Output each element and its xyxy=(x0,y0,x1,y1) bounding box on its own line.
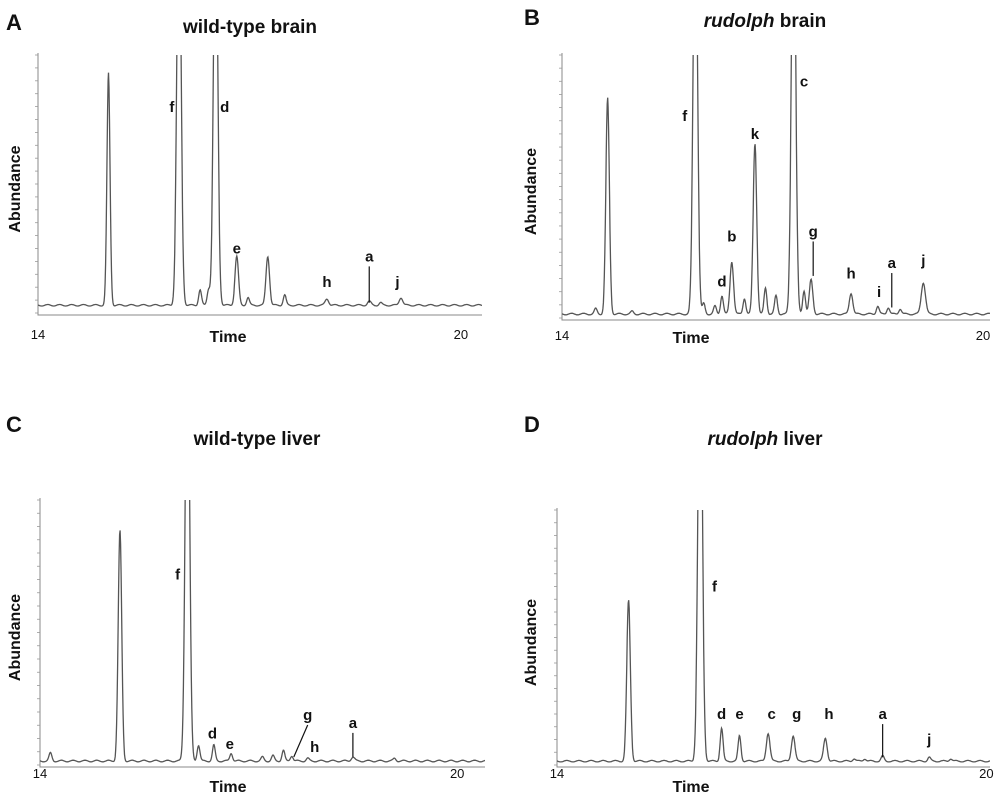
panel-letter-c: C xyxy=(6,412,22,437)
peak-label-g: g xyxy=(792,706,801,723)
peak-label-f: f xyxy=(682,108,688,125)
peak-label-j: j xyxy=(394,274,399,291)
peak-label-a: a xyxy=(349,715,358,732)
axis-frame xyxy=(39,498,485,768)
x-tick-label: 20 xyxy=(979,766,993,781)
peak-label-c: c xyxy=(800,74,808,91)
peak-leader-line xyxy=(293,724,309,758)
panel-title: wild-type liver xyxy=(193,429,321,450)
x-axis-label: Time xyxy=(209,779,246,796)
peak-label-g: g xyxy=(303,707,312,724)
peak-label-d: d xyxy=(208,726,217,743)
peak-label-d: d xyxy=(717,273,726,290)
y-axis-label: Abundance xyxy=(523,148,540,235)
peak-label-g: g xyxy=(809,223,818,240)
peak-label-k: k xyxy=(751,126,760,143)
axis-frame xyxy=(561,53,990,321)
y-axis-label: Abundance xyxy=(7,145,24,232)
panel-letter-d: D xyxy=(524,412,540,437)
panel-title: rudolph liver xyxy=(707,429,823,450)
panel-title: wild-type brain xyxy=(182,17,317,38)
panel-title: rudolph brain xyxy=(704,11,826,32)
peak-label-h: h xyxy=(846,266,855,283)
peak-label-f: f xyxy=(169,99,175,116)
x-axis-label: Time xyxy=(672,330,709,347)
peak-label-e: e xyxy=(233,241,241,258)
x-axis-label: Time xyxy=(209,329,246,346)
peak-label-a: a xyxy=(365,248,374,265)
chromatogram-trace xyxy=(562,55,990,316)
x-axis-label: Time xyxy=(672,779,709,796)
axis-frame xyxy=(556,508,990,768)
peak-label-c: c xyxy=(768,706,776,723)
axis-frame xyxy=(37,53,482,316)
peak-label-f: f xyxy=(712,579,718,596)
chromatogram-trace xyxy=(557,510,990,763)
x-tick-label: 14 xyxy=(555,328,569,343)
peak-label-e: e xyxy=(735,706,743,723)
peak-label-h: h xyxy=(322,274,331,291)
peak-label-f: f xyxy=(175,567,181,584)
chromatogram-trace xyxy=(38,55,482,307)
peak-label-b: b xyxy=(727,229,736,246)
peak-label-d: d xyxy=(220,99,229,116)
peak-label-h: h xyxy=(310,739,319,756)
panel-letter-a: A xyxy=(6,10,22,35)
x-tick-label: 14 xyxy=(31,327,45,342)
y-axis-label: Abundance xyxy=(523,599,540,686)
peak-label-a: a xyxy=(888,255,897,272)
peak-label-j: j xyxy=(920,252,925,269)
peak-label-h: h xyxy=(824,706,833,723)
peak-label-d: d xyxy=(717,706,726,723)
x-tick-label: 14 xyxy=(550,766,564,781)
x-tick-label: 20 xyxy=(450,766,464,781)
y-axis-label: Abundance xyxy=(7,594,24,681)
x-tick-label: 20 xyxy=(976,328,990,343)
peak-label-i: i xyxy=(877,284,881,301)
peak-label-j: j xyxy=(926,732,931,749)
panel-letter-b: B xyxy=(524,5,540,30)
x-tick-label: 20 xyxy=(454,327,468,342)
chromatogram-trace xyxy=(40,500,485,763)
x-tick-label: 14 xyxy=(33,766,47,781)
peak-label-a: a xyxy=(878,706,887,723)
peak-label-e: e xyxy=(226,736,234,753)
